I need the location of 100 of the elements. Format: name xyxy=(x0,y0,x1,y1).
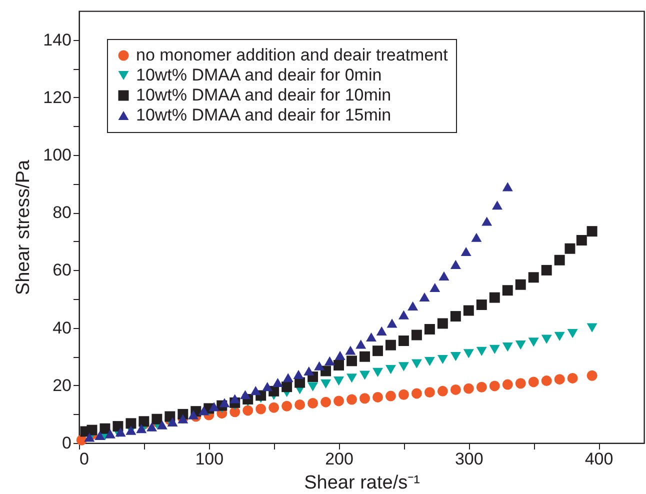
point xyxy=(219,398,230,408)
y-tick-label: 60 xyxy=(52,260,72,280)
point xyxy=(515,340,526,350)
point xyxy=(450,352,461,362)
point xyxy=(126,418,136,429)
point xyxy=(366,332,376,342)
point xyxy=(256,404,266,414)
point xyxy=(282,373,294,382)
point xyxy=(541,376,552,386)
point xyxy=(167,417,178,427)
point xyxy=(450,260,461,269)
y-tick-label: 140 xyxy=(43,30,72,50)
point xyxy=(586,370,598,381)
point xyxy=(492,200,502,210)
x-axis-title: Shear rate/s⁻¹ xyxy=(304,472,420,494)
point xyxy=(282,400,292,412)
x-tick-label: 200 xyxy=(325,450,354,468)
point xyxy=(320,379,332,388)
x-tick-label: 100 xyxy=(195,450,224,468)
point xyxy=(268,402,280,413)
point xyxy=(100,423,110,434)
point xyxy=(476,300,487,310)
point xyxy=(528,376,539,388)
point xyxy=(476,346,487,356)
point xyxy=(554,332,565,341)
point xyxy=(398,336,409,346)
point xyxy=(346,374,358,383)
point xyxy=(372,368,383,377)
point xyxy=(385,390,396,402)
point xyxy=(408,301,418,310)
point xyxy=(262,382,273,392)
point xyxy=(463,305,474,316)
point xyxy=(360,370,370,380)
point xyxy=(567,329,578,338)
point xyxy=(528,272,539,283)
point xyxy=(411,388,422,399)
point xyxy=(94,430,106,440)
point xyxy=(138,416,150,427)
point xyxy=(502,285,513,296)
point xyxy=(463,349,474,358)
point xyxy=(272,378,283,388)
point xyxy=(460,246,472,256)
point xyxy=(476,382,487,392)
point xyxy=(293,370,304,379)
point xyxy=(346,356,358,366)
y-tick-label: 0 xyxy=(62,434,72,452)
point xyxy=(230,394,240,404)
point xyxy=(424,324,435,334)
point xyxy=(489,292,500,303)
point xyxy=(564,243,576,254)
y-tick-label: 120 xyxy=(43,88,72,107)
point xyxy=(136,424,147,434)
y-tick-label: 80 xyxy=(52,203,72,222)
point xyxy=(346,394,358,405)
point xyxy=(541,334,552,344)
point xyxy=(450,384,461,395)
point xyxy=(250,386,261,396)
point xyxy=(502,379,513,390)
point xyxy=(450,311,461,322)
point xyxy=(419,292,430,302)
legend-label: no monomer addition and deair treatment xyxy=(136,46,448,64)
point xyxy=(308,382,318,392)
point xyxy=(541,264,552,276)
point xyxy=(242,405,254,416)
point xyxy=(554,254,565,266)
point xyxy=(554,374,565,385)
point xyxy=(430,282,440,292)
legend-label: 10wt% DMAA and deair for 15min xyxy=(136,106,392,124)
point xyxy=(360,351,370,362)
point xyxy=(385,365,396,374)
point xyxy=(482,216,492,226)
point xyxy=(385,340,396,350)
point xyxy=(398,389,409,400)
point xyxy=(345,346,356,355)
point xyxy=(356,340,366,349)
point xyxy=(320,396,332,408)
x-tick-label: 0 xyxy=(80,450,89,468)
point xyxy=(424,356,435,366)
point xyxy=(528,338,539,347)
y-axis-title: Shear stress/Pa xyxy=(13,159,34,296)
x-tick-label: 300 xyxy=(454,450,484,468)
point xyxy=(502,342,513,352)
point xyxy=(411,330,422,340)
point xyxy=(294,399,306,410)
y-tick-label: 100 xyxy=(43,146,72,164)
y-tick-label: 40 xyxy=(52,318,72,338)
y-tick-label: 20 xyxy=(52,376,72,395)
point xyxy=(398,362,409,372)
point xyxy=(424,387,435,398)
point xyxy=(586,226,598,237)
point xyxy=(463,383,474,394)
point xyxy=(515,378,526,389)
point xyxy=(334,360,344,370)
point xyxy=(376,326,387,336)
point xyxy=(411,359,422,368)
point xyxy=(198,406,209,416)
point xyxy=(489,380,500,392)
point xyxy=(386,318,398,328)
point xyxy=(152,414,162,424)
point xyxy=(308,398,318,408)
